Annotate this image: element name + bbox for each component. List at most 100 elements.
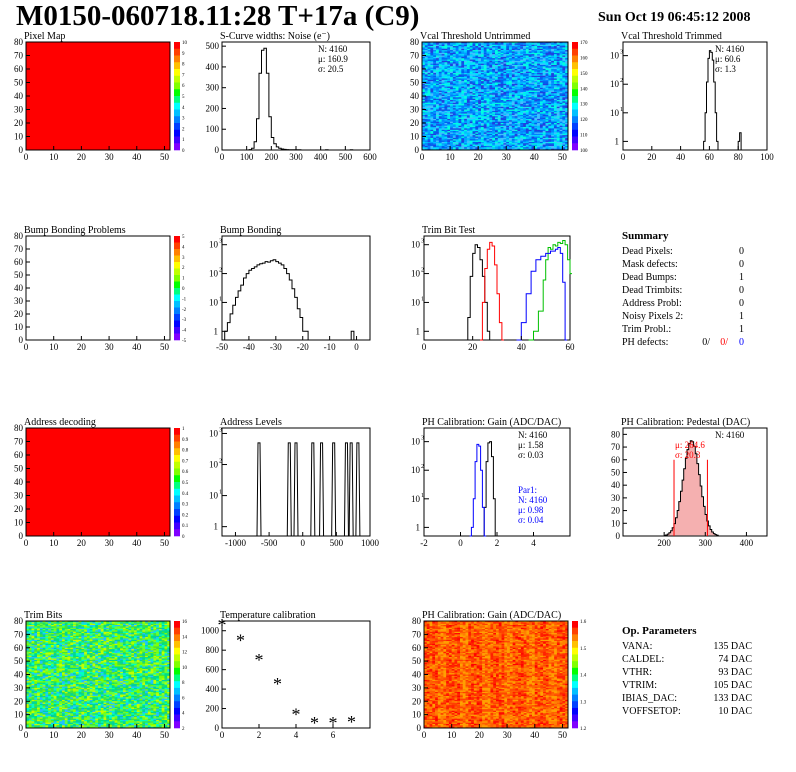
palette-tick: 1.6 [580,620,587,625]
y-tick-label: 100 [206,124,220,134]
x-tick-label: 30 [105,342,115,352]
y-tick-label: 10 [412,710,422,720]
stat-line: σ: 1.3 [715,64,736,74]
x-tick-label: 40 [530,730,540,740]
y-tick-label: 40 [410,91,420,101]
address-spike [286,442,292,537]
y-tick-label: 40 [611,480,621,490]
ph-defects-red: 0/ [720,337,728,348]
summary-label: Trim Probl.: [622,324,671,335]
y-tick-label: 10 [411,297,421,307]
y-tick-label: 40 [14,477,24,487]
y-tick-exponent: 2 [620,78,623,84]
y-tick-label: 0 [19,335,24,345]
x-tick-label: 10 [447,730,457,740]
stat-line: σ: 20.5 [318,64,344,74]
palette-tick: 0 [182,535,185,540]
summary-label: Mask defects: [622,259,678,270]
x-tick-label: 600 [363,152,377,162]
summary-label: Dead Bumps: [622,272,677,283]
color-palette: 170 160 150 140 130 120 110 100 [572,41,588,154]
y-tick-exponent: 1 [219,490,222,496]
x-tick-label: 300 [699,538,713,548]
chart-scurve: S-Curve widths: Noise (e⁻) 0 100 200 300 400 5… [206,31,378,162]
chart-title: PH Calibration: Gain (ADC/DAC) [422,610,561,621]
palette-tick: 4 [182,712,185,717]
y-tick-label: 50 [412,656,422,666]
series-line [469,443,487,537]
stat-line-red: μ: 264.6 [675,440,705,450]
palette-tick: 1 [182,138,185,143]
heatmap-cells [26,428,170,536]
palette-tick: 150 [580,72,588,77]
plot-frame [221,235,371,341]
x-tick-label: 10 [49,730,59,740]
palette-tick: 3 [182,117,185,122]
x-tick-label: 2 [257,730,262,740]
y-tick-label: 10 [209,460,219,470]
y-tick-label: 60 [14,643,24,653]
x-tick-label: 20 [77,730,87,740]
y-tick-label: 30 [14,296,24,306]
y-tick-label: 20 [410,118,420,128]
series-line [222,259,356,341]
y-tick-label: 1 [214,522,219,532]
op-value: 105 DAC [713,680,752,691]
y-tick-label: 1000 [201,626,220,636]
y-tick-label: 10 [411,269,421,279]
x-tick-label: 0 [420,152,425,162]
y-tick-label: 0 [415,145,420,155]
data-point: * [347,712,356,732]
palette-tick: 100 [580,149,588,154]
x-tick-label: 10 [446,152,456,162]
plot-frame [221,427,371,537]
summary-value: 0 [739,246,744,257]
stat-line-blue: μ: 0.98 [518,505,544,515]
x-tick-label: 40 [676,152,686,162]
chart-title: Temperature calibration [220,610,316,621]
chart-title: Bump Bonding Problems [24,225,126,236]
palette-tick: 1.3 [580,700,587,705]
y-tick-label: 10 [14,710,24,720]
palette-tick: 120 [580,118,588,123]
palette-tick: 110 [580,134,588,139]
y-tick-label: 600 [206,665,220,675]
y-tick-label: 10 [411,240,421,250]
y-tick-label: 20 [14,118,24,128]
y-tick-label: 20 [14,696,24,706]
y-tick-label: 50 [14,270,24,280]
y-tick-label: 70 [14,244,24,254]
data-point: * [273,674,282,694]
x-tick-label: 40 [517,342,527,352]
x-tick-label: 10 [49,152,59,162]
op-value: 74 DAC [718,654,752,665]
y-tick-exponent: 2 [421,268,424,274]
y-tick-label: 20 [412,696,422,706]
y-tick-label: 10 [14,132,24,142]
y-tick-label: 200 [206,103,220,113]
palette-tick: 0.4 [182,492,189,497]
x-tick-label: -500 [261,538,278,548]
palette-tick: 160 [580,56,588,61]
x-tick-label: 20 [77,342,87,352]
palette-tick: -2 [182,308,187,313]
x-tick-label: 40 [132,152,142,162]
page-title: M0150-060718.11:28 T+17a (C9) [16,0,420,32]
address-spike [319,442,325,537]
palette-tick: 4 [182,106,185,111]
palette-tick: 170 [580,41,588,46]
y-tick-exponent: 2 [421,464,424,470]
plot-frame [25,235,171,341]
x-tick-label: 0 [24,152,29,162]
x-tick-label: 50 [160,538,170,548]
chart-address_decoding: Address decoding 1 0.9 0.8 0.7 0.6 0.5 0.4 0.3 0.… [14,417,189,548]
chart-temperature: Temperature calibration***** * * *0 2 4 602004… [201,610,371,740]
x-tick-label: 0 [422,730,427,740]
palette-tick: 1.5 [580,647,587,652]
stat-line: N: 4160 [318,44,348,54]
x-tick-label: 100 [240,152,254,162]
